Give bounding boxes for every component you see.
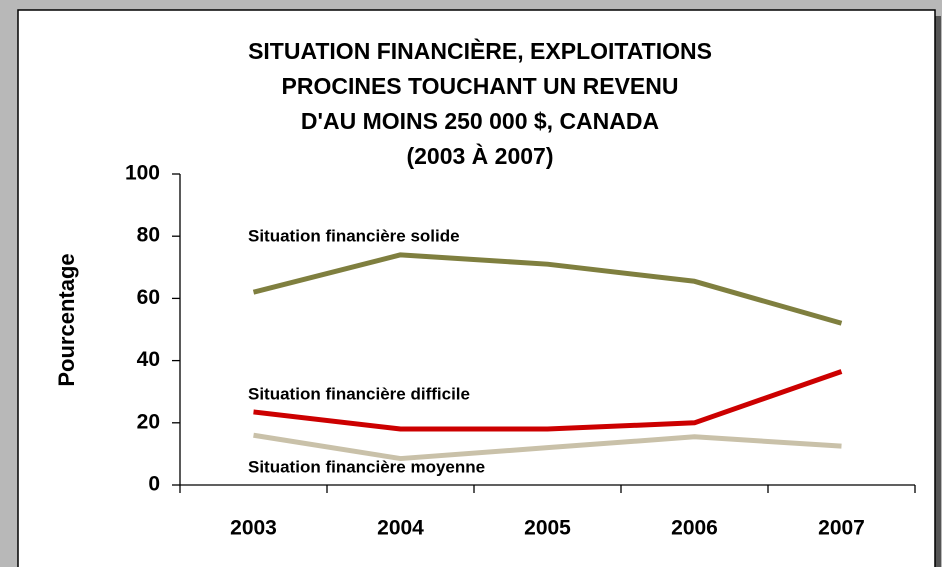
- chart-title: D'AU MOINS 250 000 $, CANADA: [301, 108, 659, 134]
- x-tick-label: 2004: [377, 517, 424, 540]
- y-tick-label: 0: [148, 473, 160, 496]
- series-line: [253, 432, 842, 462]
- x-tick-label: 2006: [671, 517, 718, 540]
- y-tick-label: 60: [137, 286, 160, 309]
- series-label: Situation financière difficile: [248, 384, 470, 403]
- chart-title: PROCINES TOUCHANT UN REVENU: [282, 73, 679, 99]
- x-tick-label: 2005: [524, 517, 571, 540]
- y-tick-label: 80: [137, 224, 160, 247]
- x-tick-label: 2003: [230, 517, 277, 540]
- x-tick-label: 2007: [818, 517, 865, 540]
- chart-area: [17, 9, 936, 567]
- y-tick-label: 20: [137, 410, 160, 433]
- y-tick-label: 100: [125, 162, 160, 185]
- series-line: [252, 252, 843, 326]
- y-axis-label: Pourcentage: [54, 253, 79, 386]
- chart-title: (2003 À 2007): [406, 142, 553, 169]
- series-label: Situation financière moyenne: [248, 457, 485, 476]
- series-label: Situation financière solide: [248, 226, 460, 245]
- chart-title: SITUATION FINANCIÈRE, EXPLOITATIONS: [248, 37, 712, 64]
- series-line: [253, 369, 843, 432]
- y-tick-label: 40: [137, 348, 160, 371]
